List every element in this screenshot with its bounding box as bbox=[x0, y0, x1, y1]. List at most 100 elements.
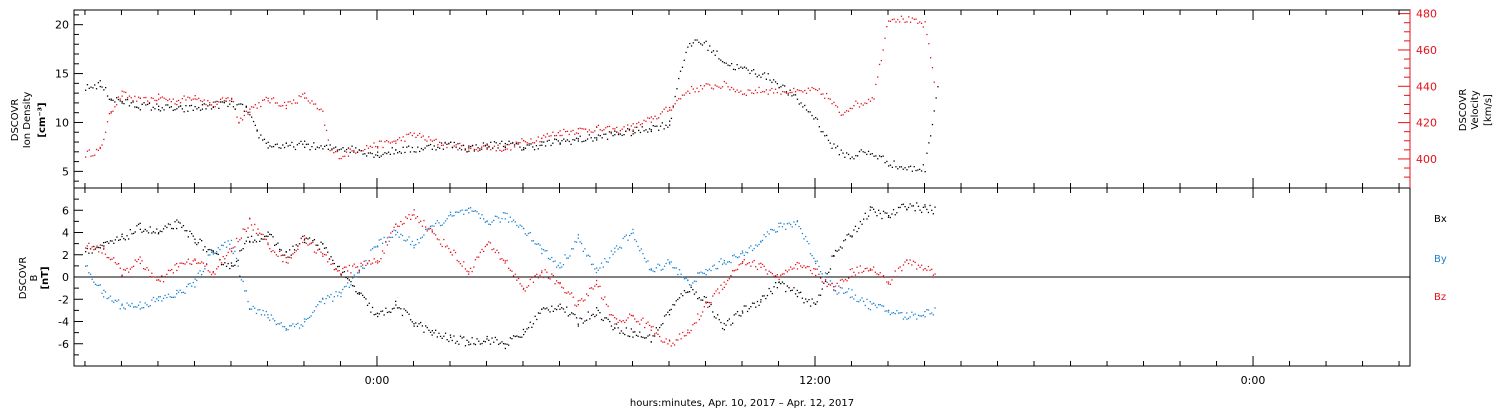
data-point bbox=[909, 316, 911, 318]
data-point bbox=[476, 338, 478, 340]
data-point bbox=[929, 204, 931, 207]
data-point bbox=[577, 325, 579, 327]
data-point bbox=[796, 268, 799, 270]
data-point bbox=[152, 231, 155, 233]
data-point bbox=[892, 312, 895, 314]
data-point bbox=[133, 232, 135, 235]
data-point bbox=[362, 264, 364, 266]
data-point bbox=[798, 225, 800, 228]
data-point bbox=[251, 106, 253, 108]
data-point bbox=[86, 245, 88, 247]
data-point bbox=[134, 106, 136, 108]
data-point bbox=[891, 213, 893, 215]
data-point bbox=[373, 156, 375, 158]
data-point bbox=[599, 135, 601, 137]
data-point bbox=[557, 305, 559, 307]
data-point bbox=[506, 212, 508, 215]
data-point bbox=[324, 145, 326, 147]
data-point bbox=[313, 103, 315, 105]
data-point bbox=[654, 335, 656, 337]
data-point bbox=[701, 44, 704, 46]
data-point bbox=[386, 237, 389, 239]
data-point bbox=[882, 305, 885, 307]
data-point bbox=[297, 322, 299, 325]
data-point bbox=[491, 221, 493, 223]
data-point bbox=[783, 273, 785, 275]
data-point bbox=[833, 286, 835, 288]
data-point bbox=[393, 307, 395, 309]
data-point bbox=[815, 303, 817, 305]
data-point bbox=[150, 97, 152, 99]
data-point bbox=[596, 139, 598, 141]
top-right-ylabel-line2: Velocity bbox=[1470, 90, 1481, 129]
data-point bbox=[280, 105, 282, 107]
data-point bbox=[922, 26, 924, 28]
data-point bbox=[557, 140, 559, 142]
data-point bbox=[420, 321, 422, 324]
data-point bbox=[517, 277, 520, 280]
data-point bbox=[524, 331, 526, 333]
data-point bbox=[172, 272, 174, 274]
data-point bbox=[541, 248, 543, 250]
data-point bbox=[853, 229, 855, 231]
data-point bbox=[681, 66, 684, 68]
data-point bbox=[220, 101, 222, 103]
data-point bbox=[423, 234, 425, 236]
data-point bbox=[128, 105, 131, 107]
data-point bbox=[707, 49, 709, 51]
data-point bbox=[715, 317, 717, 319]
data-point bbox=[152, 97, 154, 99]
data-point bbox=[670, 109, 673, 111]
data-point bbox=[745, 67, 747, 69]
data-point bbox=[320, 108, 322, 110]
data-point bbox=[771, 273, 773, 275]
data-point bbox=[694, 39, 696, 41]
data-point bbox=[828, 283, 830, 286]
data-point bbox=[109, 258, 112, 261]
data-point bbox=[293, 146, 295, 148]
data-point bbox=[420, 136, 423, 138]
data-point bbox=[763, 295, 765, 297]
data-point bbox=[375, 145, 377, 148]
data-point bbox=[274, 320, 276, 322]
data-point bbox=[708, 268, 711, 270]
data-point bbox=[504, 347, 506, 350]
data-point bbox=[150, 109, 152, 111]
data-point bbox=[840, 149, 842, 151]
data-point bbox=[601, 137, 603, 139]
data-point bbox=[559, 142, 561, 144]
data-point bbox=[647, 260, 649, 262]
data-point bbox=[891, 312, 893, 314]
data-point bbox=[541, 141, 543, 143]
data-point bbox=[776, 231, 778, 233]
data-point bbox=[123, 103, 125, 105]
data-point bbox=[800, 291, 802, 293]
data-point bbox=[468, 271, 470, 273]
data-point bbox=[669, 263, 671, 265]
data-point bbox=[888, 215, 890, 217]
data-point bbox=[504, 260, 506, 262]
data-point bbox=[879, 212, 881, 215]
data-point bbox=[650, 130, 652, 133]
data-point bbox=[788, 287, 790, 289]
data-point bbox=[886, 281, 888, 283]
data-point bbox=[131, 233, 133, 235]
data-point bbox=[838, 154, 840, 156]
data-point bbox=[148, 102, 151, 105]
data-point bbox=[121, 235, 123, 238]
data-point bbox=[103, 247, 105, 249]
data-point bbox=[519, 142, 521, 144]
data-point bbox=[256, 107, 258, 109]
data-point bbox=[307, 244, 309, 246]
y-right-tick-label: 460 bbox=[1416, 44, 1437, 57]
data-point bbox=[594, 285, 596, 287]
data-point bbox=[670, 345, 672, 347]
data-point bbox=[236, 104, 238, 106]
data-point bbox=[541, 144, 543, 146]
data-point bbox=[594, 137, 596, 139]
data-point bbox=[587, 295, 589, 297]
data-point bbox=[517, 336, 520, 338]
data-point bbox=[862, 151, 864, 153]
data-point bbox=[104, 291, 107, 293]
data-point bbox=[317, 244, 319, 246]
